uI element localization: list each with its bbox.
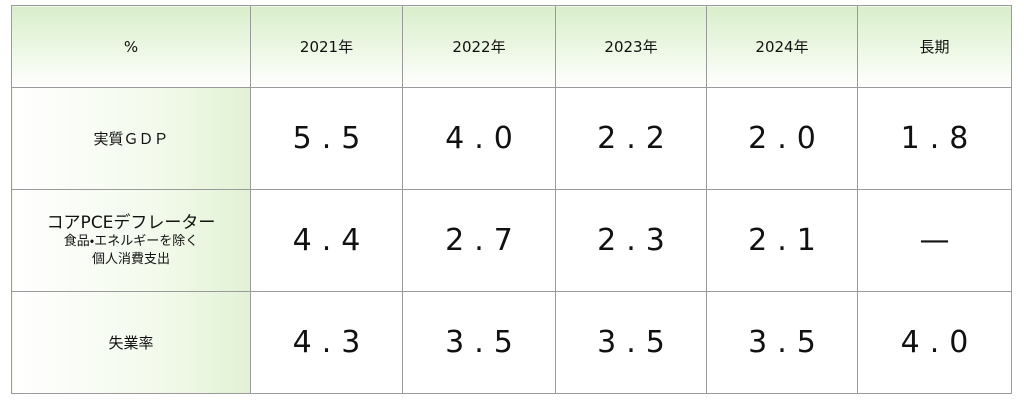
header-row: % 2021年 2022年 2023年 2024年 長期 — [11, 5, 1012, 88]
table-row: 実質ＧＤＰ 5.5 4.0 2.2 2.0 1.8 — [11, 87, 1012, 190]
table-body: 実質ＧＤＰ 5.5 4.0 2.2 2.0 1.8 コアPCEデフレーター 食品・エネルギーを… — [11, 87, 1012, 394]
row-label-main: 実質ＧＤＰ — [93, 129, 169, 148]
value-cell: 2.2 — [555, 87, 707, 190]
table-row: 失業率 4.3 3.5 3.5 3.5 4.0 — [11, 291, 1012, 394]
header-cell: 2024年 — [706, 5, 858, 88]
row-label: 失業率 — [11, 291, 251, 394]
header-cell: 2023年 — [555, 5, 707, 88]
row-label: コアPCEデフレーター 食品・エネルギーを除く 個人消費支出 — [11, 189, 251, 292]
header-cell: % — [11, 5, 251, 88]
header-cell: 2022年 — [402, 5, 556, 88]
value-cell: — — [857, 189, 1012, 292]
value-cell: 2.1 — [706, 189, 858, 292]
projection-table: % 2021年 2022年 2023年 2024年 長期 実質ＧＤＰ 5.5 4.0 2.2 2.… — [11, 5, 1012, 394]
row-label-main: コアPCEデフレーター — [46, 212, 216, 233]
value-cell: 2.0 — [706, 87, 858, 190]
value-cell: 3.5 — [402, 291, 556, 394]
value-cell: 4.4 — [250, 189, 403, 292]
value-cell: 1.8 — [857, 87, 1012, 190]
header-cell: 2021年 — [250, 5, 403, 88]
row-label: 実質ＧＤＰ — [11, 87, 251, 190]
row-label-main: 失業率 — [108, 333, 154, 352]
value-cell: 2.7 — [402, 189, 556, 292]
header-cell: 長期 — [857, 5, 1012, 88]
row-label-sub: 食品・エネルギーを除く — [63, 233, 199, 249]
value-cell: 4.0 — [857, 291, 1012, 394]
value-cell: 4.3 — [250, 291, 403, 394]
value-cell: 4.0 — [402, 87, 556, 190]
value-cell: 2.3 — [555, 189, 707, 292]
value-cell: 3.5 — [706, 291, 858, 394]
value-cell: 3.5 — [555, 291, 707, 394]
table-row: コアPCEデフレーター 食品・エネルギーを除く 個人消費支出 4.4 2.7 2.3 2.1… — [11, 189, 1012, 292]
row-label-sub: 個人消費支出 — [91, 251, 170, 267]
value-cell: 5.5 — [250, 87, 403, 190]
